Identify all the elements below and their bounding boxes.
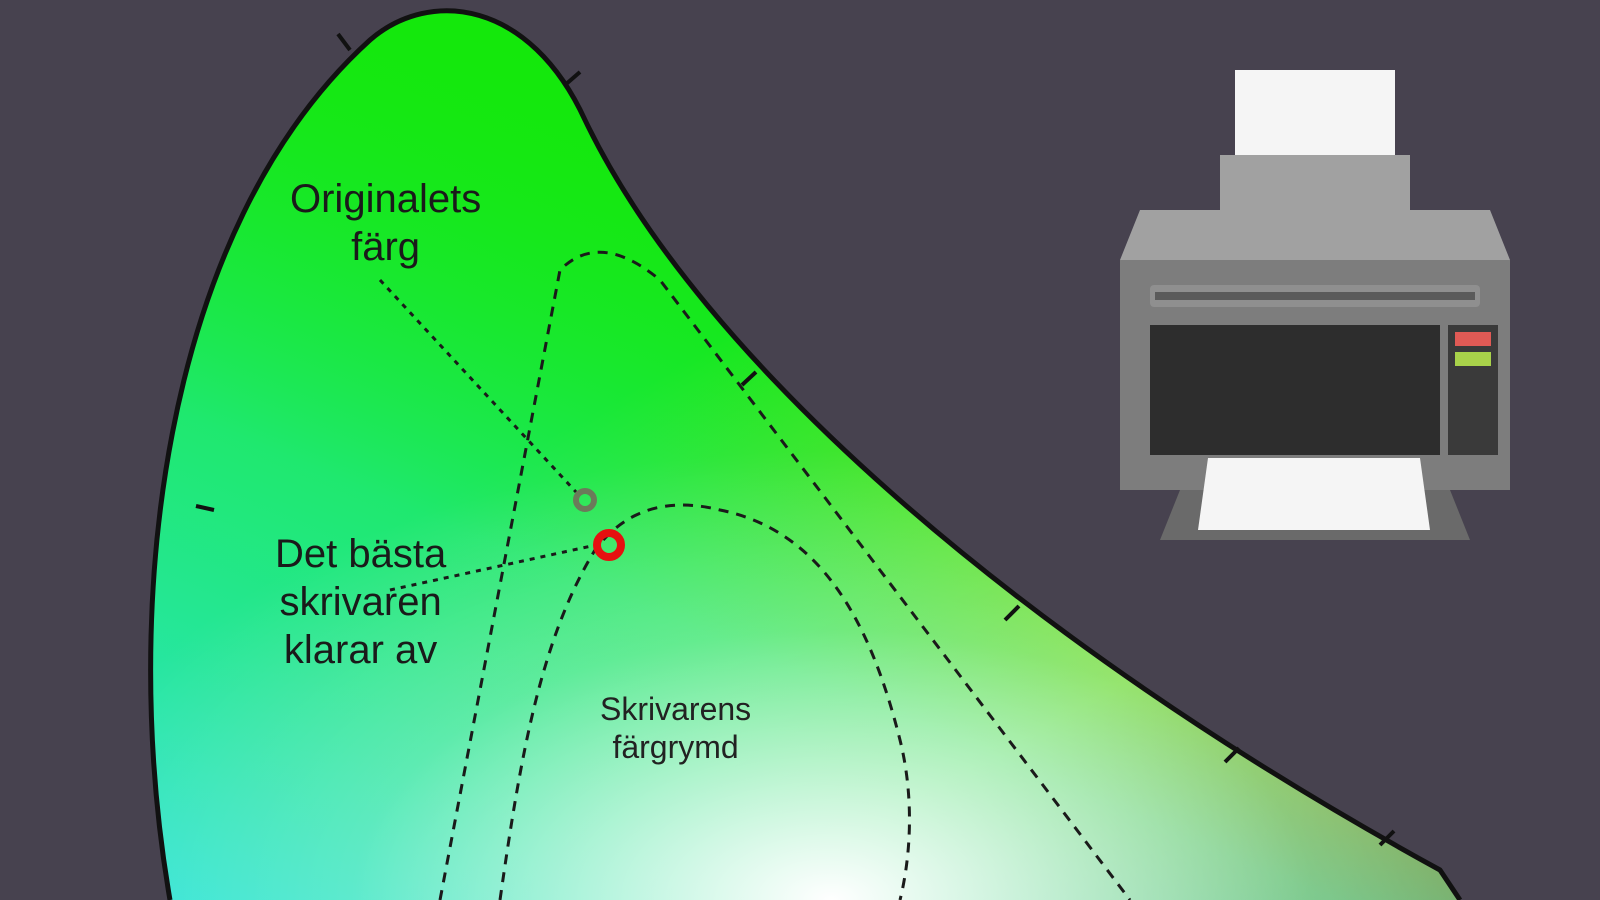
label-original-color: Originalets färg	[290, 175, 481, 271]
label-printer-gamut: Skrivarens färgrymd	[600, 690, 751, 767]
diagram-canvas: Originalets färg Det bästa skrivaren kla…	[0, 0, 1600, 900]
diagram-svg	[0, 0, 1600, 900]
label-best-printer: Det bästa skrivaren klarar av	[275, 530, 446, 674]
